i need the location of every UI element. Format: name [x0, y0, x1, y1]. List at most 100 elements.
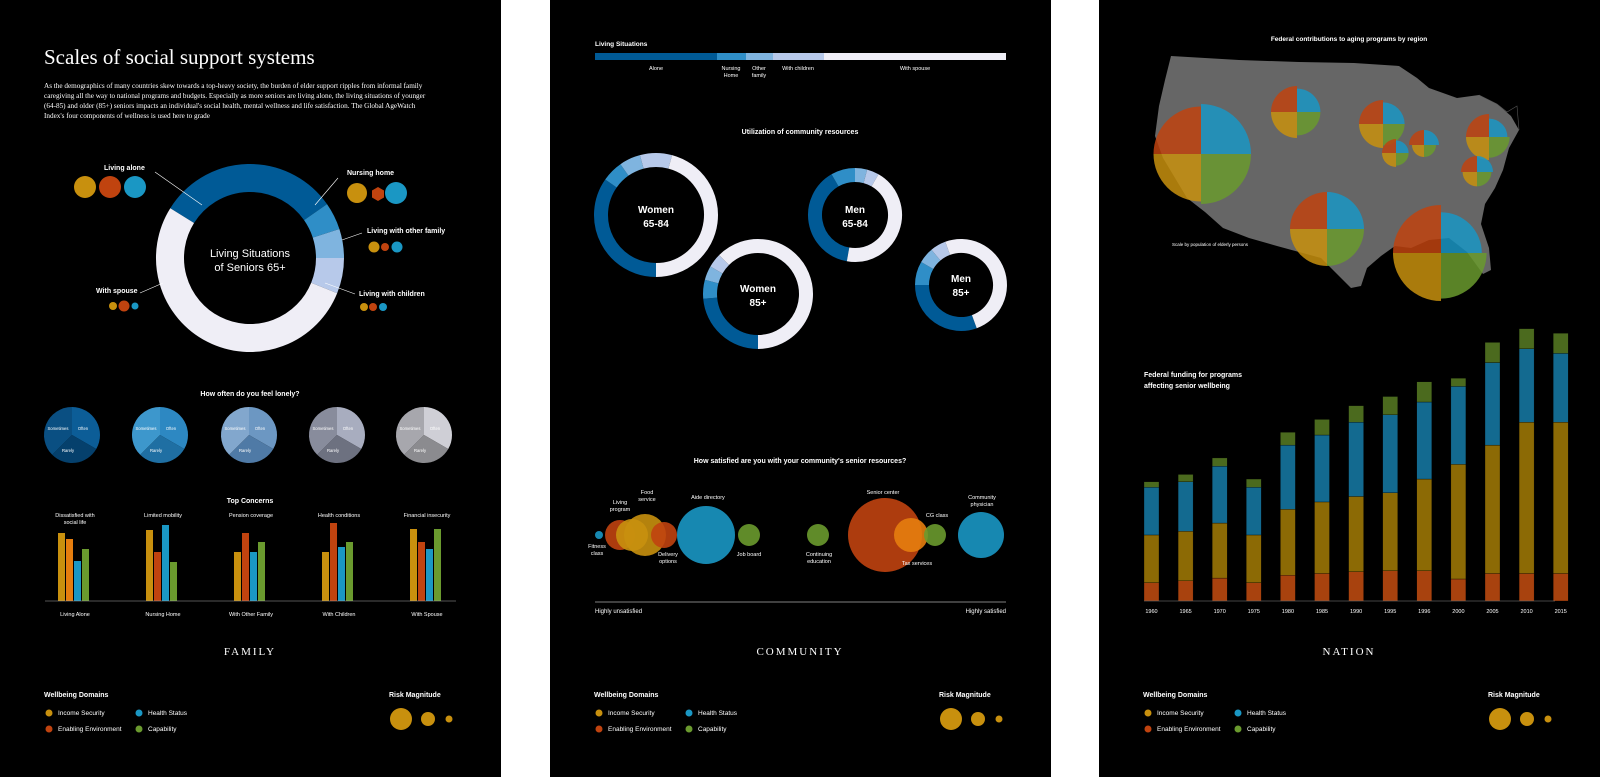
- risk-size-medium: [971, 712, 985, 726]
- concern-top-label: Financial insecurity: [404, 513, 451, 519]
- pie-label: Often: [78, 426, 89, 431]
- legend-swatch: [1234, 725, 1242, 733]
- region-quadrant: [1327, 192, 1364, 229]
- intro-line: (64-85) and older (85+) seniors impacts …: [44, 102, 416, 110]
- stack-segment: [1416, 381, 1432, 403]
- pie-slice: [160, 407, 189, 449]
- concern-bar: [418, 542, 425, 601]
- stack-segment: [1314, 419, 1330, 436]
- legend: Wellbeing Domains Income Security Health…: [594, 692, 1003, 733]
- legend-swatch: [595, 725, 603, 733]
- concerns-title: Top Concerns: [227, 498, 274, 505]
- label-living-alone: Living alone: [104, 165, 145, 172]
- pie-label: Rarely: [239, 448, 252, 453]
- concern-bottom-label: Living Alone: [60, 612, 90, 618]
- bubble-label: Delivery: [658, 552, 678, 558]
- ring-segment: [808, 174, 850, 262]
- pie-label: Often: [166, 426, 177, 431]
- ring-segment: [655, 155, 718, 277]
- stack-segment: [1518, 348, 1535, 423]
- region-quadrant: [1466, 114, 1489, 137]
- region-quadrant: [1297, 88, 1321, 112]
- concern-bar: [146, 530, 153, 601]
- stack-segment: [1348, 422, 1364, 497]
- stack-segment: [1280, 444, 1296, 510]
- funding-title-line2: affecting senior wellbeing: [1144, 383, 1230, 390]
- legend-item: Capability: [1247, 726, 1276, 733]
- stack-segment: [1518, 328, 1535, 349]
- x-tick-label: 1985: [1316, 609, 1328, 615]
- label-nursing-home: Nursing home: [347, 170, 394, 177]
- living-bar-label: With children: [782, 66, 814, 72]
- region-quadrant: [1201, 104, 1251, 154]
- concern-bar: [154, 552, 161, 601]
- pie-slice: [132, 407, 160, 455]
- living-bar-children: [773, 53, 824, 60]
- x-tick-label: 1975: [1248, 609, 1260, 615]
- region-quadrant: [1359, 124, 1383, 148]
- stack-segment: [1484, 444, 1501, 574]
- pie-label: Rarely: [414, 448, 427, 453]
- section-label: FAMILY: [224, 646, 276, 658]
- bubble-food-service: [624, 514, 666, 556]
- ring-segment: [703, 279, 719, 299]
- region-quadrant: [1383, 102, 1405, 124]
- risk-title: Risk Magnitude: [939, 692, 991, 699]
- stack-segment: [1484, 342, 1501, 363]
- leader-line: [324, 282, 356, 295]
- risk-size-medium: [1520, 712, 1534, 726]
- bubble-label: class: [591, 551, 604, 557]
- legend-item: Income Security: [58, 710, 105, 717]
- region-quadrant: [1290, 192, 1327, 229]
- living-bar-spouse: [824, 53, 1006, 60]
- donut-center-line2: of Seniors 65+: [214, 262, 285, 274]
- bubble-delivery: [651, 522, 677, 548]
- concern-bottom-label: Nursing Home: [145, 612, 180, 618]
- bubble-label: education: [807, 559, 831, 565]
- bubble-label: Aide directory: [691, 495, 725, 501]
- lonely-title: How often do you feel lonely?: [200, 391, 299, 398]
- pie-slice: [424, 407, 453, 449]
- living-bar-label: family: [752, 73, 767, 79]
- region-quadrant: [1396, 140, 1409, 153]
- region-quadrant: [1489, 118, 1508, 137]
- legend-item: Income Security: [608, 710, 655, 717]
- region-quadrant: [1412, 145, 1424, 157]
- donut-segment: [311, 257, 344, 294]
- label-other-family: Living with other family: [367, 228, 445, 235]
- bubble-fitness: [595, 531, 603, 539]
- region-quadrant: [1409, 130, 1424, 145]
- ring-label: Men: [845, 205, 865, 216]
- funding-title-line1: Federal funding for programs: [1144, 372, 1242, 379]
- region-quadrant: [1271, 112, 1297, 138]
- legend-swatch: [595, 709, 603, 717]
- stack-segment: [1348, 496, 1364, 572]
- stack-segment: [1450, 464, 1467, 580]
- stack-segment: [1450, 378, 1467, 387]
- concern-bar: [426, 549, 433, 601]
- pie-slice: [309, 407, 337, 455]
- pie-label: Often: [255, 426, 266, 431]
- region-quadrant: [1461, 156, 1477, 172]
- ring-segment: [703, 297, 759, 349]
- living-bar-label: Nursing: [722, 66, 741, 72]
- living-bar-label: Other: [752, 66, 766, 72]
- stack-segment: [1416, 478, 1432, 571]
- legend-title: Wellbeing Domains: [594, 692, 659, 699]
- risk-size-large: [940, 708, 962, 730]
- region-quadrant: [1153, 154, 1201, 202]
- risk-size-medium: [421, 712, 435, 726]
- stack-segment: [1212, 577, 1228, 602]
- concern-bottom-label: With Children: [322, 612, 355, 618]
- concern-bottom-label: With Other Family: [229, 612, 273, 618]
- pie-label: Sometimes: [400, 426, 421, 431]
- leader-line: [154, 171, 203, 206]
- legend-swatch: [685, 709, 693, 717]
- x-tick-label: 1996: [1418, 609, 1430, 615]
- concern-top-label: Health conditions: [318, 513, 360, 519]
- stack-segment: [1348, 571, 1364, 602]
- pie-slice: [44, 407, 72, 455]
- x-tick-label: 1960: [1145, 609, 1157, 615]
- legend-item: Capability: [698, 726, 727, 733]
- pie-slice: [317, 435, 362, 463]
